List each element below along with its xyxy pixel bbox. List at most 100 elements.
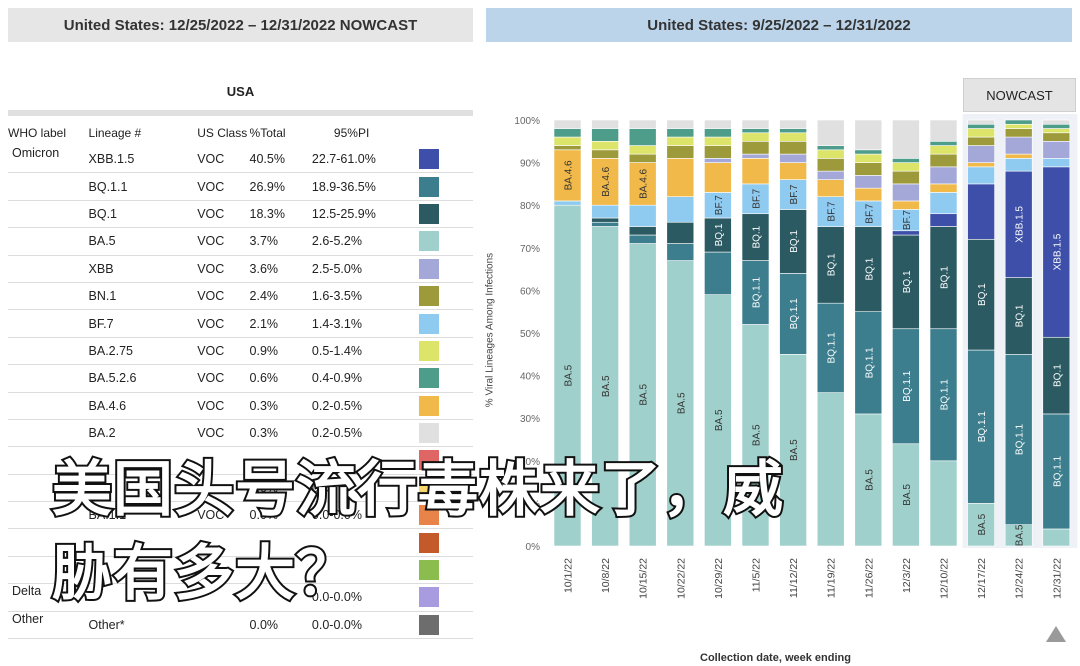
bar-segment <box>967 183 995 240</box>
row-us-class: VOC <box>197 282 250 311</box>
bar-segment <box>628 119 657 129</box>
row-who-label: Delta <box>8 583 89 612</box>
row-color-swatch <box>412 364 473 393</box>
table-row: BA.1.1 VOC 0.0% 0.0-0.0% <box>8 501 473 530</box>
row-who-label <box>8 528 89 557</box>
variant-proportions-table: WHO label Lineage # US Class %Total 95%P… <box>8 120 473 640</box>
x-tick-label: 11/5/22 <box>751 558 763 592</box>
row-us-class <box>197 528 250 557</box>
bar-segment <box>666 243 695 261</box>
row-pct-total: 0.6% <box>249 364 312 393</box>
bar-segment <box>779 162 807 180</box>
color-chip <box>418 258 439 279</box>
bar-segment <box>779 119 807 129</box>
bar-data-label: XBB.1.5 <box>1052 233 1063 270</box>
bar-segment <box>854 175 883 189</box>
color-chip <box>418 505 439 526</box>
scroll-up-icon[interactable] <box>1046 626 1066 642</box>
row-who-label <box>8 172 89 201</box>
row-lineage <box>88 528 198 557</box>
bar-segment <box>704 119 732 129</box>
bar-segment <box>741 324 770 547</box>
row-who-label <box>8 227 89 256</box>
row-95pi: 22.7-61.0% <box>311 146 413 174</box>
bar-segment <box>1004 136 1033 155</box>
bar-segment <box>779 209 807 274</box>
bar-segment <box>929 328 958 462</box>
row-95pi: 0.0-0.0% <box>311 583 413 612</box>
bar-segment <box>892 328 920 445</box>
bar-segment <box>1042 123 1071 129</box>
row-us-class <box>197 446 250 475</box>
bar-data-label: BF.7 <box>752 188 763 208</box>
row-lineage: Other* <box>88 610 198 640</box>
table-row: BA.2.75 VOC 0.9% 0.5-1.4% <box>8 337 473 366</box>
row-who-label <box>8 282 89 311</box>
bar-segment <box>967 166 995 185</box>
bar-segment <box>816 196 845 227</box>
row-us-class: VOC <box>197 200 250 229</box>
row-pct-total: 2.4% <box>249 282 312 311</box>
row-95pi <box>311 528 413 557</box>
bar-segment <box>892 158 920 163</box>
bar-segment <box>704 251 732 295</box>
y-tick-label: 10% <box>520 499 540 510</box>
row-us-class: VOC <box>197 501 250 530</box>
table-row: 0.0% 0.0 <box>8 474 473 503</box>
row-color-swatch <box>412 392 473 420</box>
row-pct-total: 0.0% <box>249 610 312 640</box>
bar-segment <box>967 119 995 125</box>
bar-data-label: BQ.1.1 <box>1052 455 1063 487</box>
bar-segment <box>929 183 958 193</box>
row-pct-total: 3.6% <box>249 255 312 283</box>
nowcast-button[interactable]: NOWCAST <box>963 78 1076 112</box>
bar-data-label: BA.5 <box>1015 524 1026 546</box>
bar-segment <box>929 145 958 155</box>
row-pct-total: 0.3% <box>249 419 312 448</box>
bar-segment <box>1004 128 1033 138</box>
row-lineage: XBB.1.5 <box>88 146 198 174</box>
bar-segment <box>854 153 883 163</box>
bar-segment <box>741 183 770 215</box>
table-row: BQ.1 VOC 18.3% 12.5-25.9% <box>8 200 473 229</box>
x-tick-label: 10/29/22 <box>713 558 725 599</box>
bar-segment <box>1042 128 1071 134</box>
bar-segment <box>704 158 732 163</box>
bar-segment <box>854 187 883 202</box>
row-pct-total: 0.3% <box>249 392 312 420</box>
x-tick-label: 12/17/22 <box>976 558 988 599</box>
bar-segment <box>1042 166 1071 338</box>
row-who-label <box>8 200 89 229</box>
table-row: Omicron XBB.1.5 VOC 40.5% 22.7-61.0% <box>8 146 473 174</box>
table-row: BA.2 VOC 0.3% 0.2-0.5% <box>8 419 473 448</box>
bar-segment <box>704 128 732 138</box>
row-95pi: 0.0-0.0% <box>311 501 413 530</box>
bar-data-label: BA.4.6 <box>564 160 575 190</box>
bar-segment <box>1004 158 1033 172</box>
row-lineage: BQ.1 <box>88 200 198 229</box>
y-tick-label: 90% <box>520 159 540 170</box>
row-95pi: 0.0 <box>311 474 413 503</box>
bar-segment <box>666 119 695 129</box>
bar-segment <box>929 213 958 227</box>
row-pct-total: 3.7% <box>249 227 312 256</box>
bar-data-label: BF.7 <box>864 203 875 223</box>
row-lineage <box>88 474 198 503</box>
bar-segment <box>816 392 845 547</box>
bar-segment <box>553 119 582 129</box>
row-color-swatch <box>412 501 473 530</box>
bar-segment <box>854 200 883 227</box>
bar-data-label: BA.4.6 <box>639 168 650 198</box>
row-pct-total: 26.9% <box>249 172 312 201</box>
row-95pi: 1.4-3.1% <box>311 309 413 338</box>
x-tick-label: 12/10/22 <box>939 558 951 599</box>
bar-segment <box>967 145 995 163</box>
bar-segment <box>967 123 995 129</box>
bar-segment <box>1042 413 1071 530</box>
color-chip <box>418 560 439 581</box>
bar-segment <box>929 192 958 215</box>
x-tick-label: 12/31/22 <box>1051 558 1063 599</box>
row-color-swatch <box>412 610 473 640</box>
bar-segment <box>854 149 883 155</box>
row-lineage: BF.7 <box>88 309 198 338</box>
